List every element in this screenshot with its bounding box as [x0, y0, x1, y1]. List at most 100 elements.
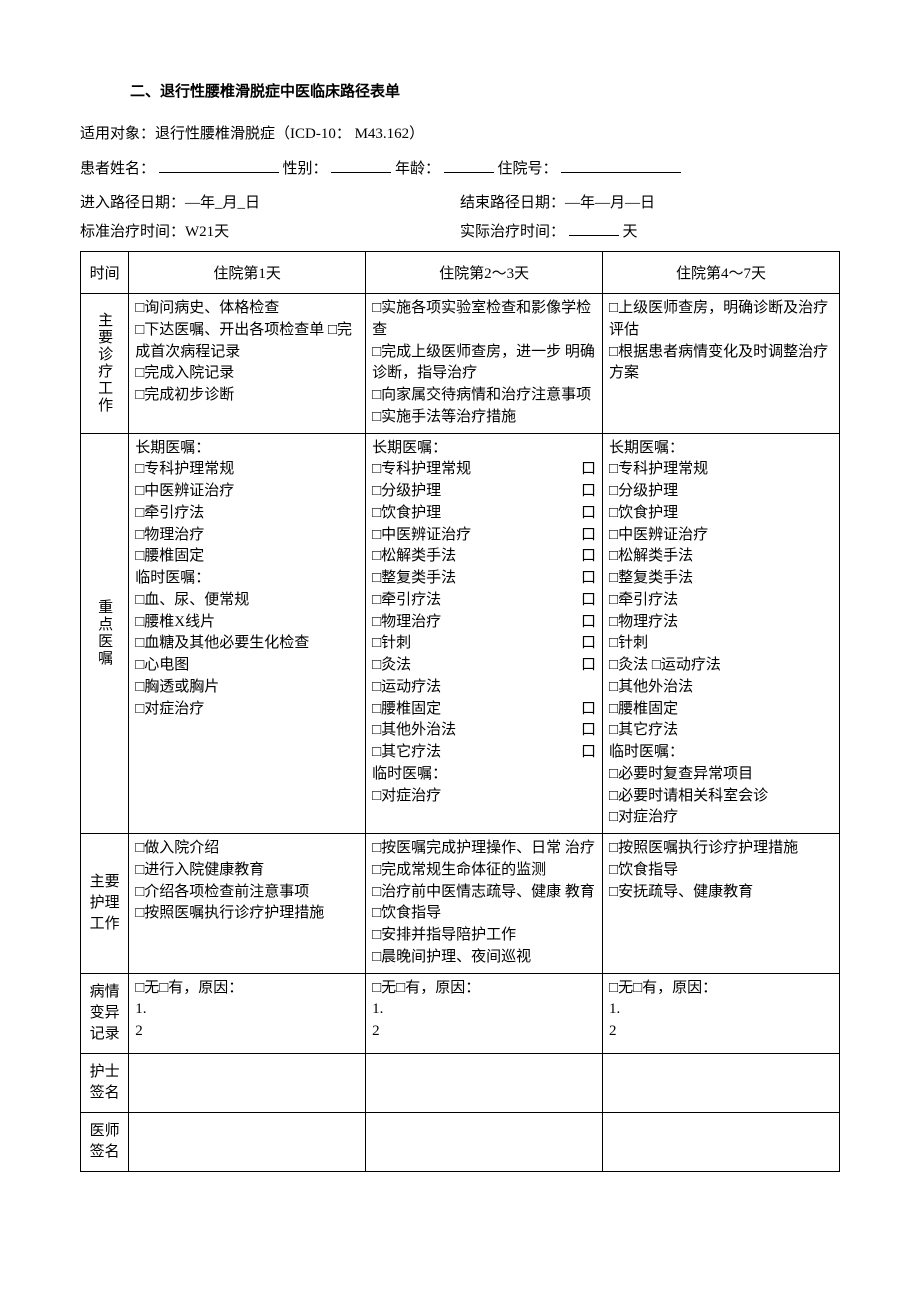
checklist-item: □向家属交待病情和治疗注意事项: [372, 385, 596, 407]
checklist-item: □中医辨证治疗口: [372, 525, 596, 547]
nursing-label: 主要 护理 工作: [81, 834, 129, 974]
checklist-item: □下达医嘱、开出各项检查单 □完成首次病程记录: [135, 320, 359, 364]
nursing-day1: □做入院介绍□进行入院健康教育□介绍各项检查前注意事项□按照医嘱执行诊疗护理措施: [129, 834, 366, 974]
key-orders-day1: 长期医嘱：□专科护理常规□中医辨证治疗□牵引疗法□物理治疗□腰椎固定临时医嘱：□…: [129, 433, 366, 834]
checklist-item: □分级护理: [609, 481, 833, 503]
sex-blank[interactable]: [331, 172, 391, 173]
checklist-item: □上级医师查房，明确诊断及治疗评估: [609, 298, 833, 342]
checklist-item: □对症治疗: [135, 699, 359, 721]
checklist-item: □心电图: [135, 655, 359, 677]
nurse-sig-day2[interactable]: [366, 1053, 603, 1112]
variance-day3[interactable]: □无□有，原因： 1. 2: [603, 973, 840, 1053]
main-work-day2: □实施各项实验室检查和影像学检查□完成上级医师查房，进一步 明确诊断，指导治疗□…: [366, 294, 603, 434]
key-orders-day2: 长期医嘱：□专科护理常规口□分级护理口□饮食护理口□中医辨证治疗口□松解类手法口…: [366, 433, 603, 834]
applicability-line: 适用对象：退行性腰椎滑脱症（ICD-10： M43.162）: [80, 121, 840, 148]
checklist-item: □腰椎固定: [609, 699, 833, 721]
doctor-sig-day3[interactable]: [603, 1112, 840, 1171]
checklist-item: □饮食护理: [609, 503, 833, 525]
pathway-table: 时间 住院第1天 住院第2〜3天 住院第4〜7天 主要诊疗工作 □询问病史、体格…: [80, 251, 840, 1172]
main-work-day1: □询问病史、体格检查□下达医嘱、开出各项检查单 □完成首次病程记录□完成入院记录…: [129, 294, 366, 434]
checklist-item: □专科护理常规: [135, 459, 359, 481]
checklist-item: □专科护理常规: [609, 459, 833, 481]
checklist-item: □牵引疗法: [135, 503, 359, 525]
checklist-item: □治疗前中医情志疏导、健康 教育: [372, 882, 596, 904]
checklist-item: □按医嘱完成护理操作、日常 治疗: [372, 838, 596, 860]
checklist-item: □物理治疗口: [372, 612, 596, 634]
variance-line1: 1.: [135, 999, 359, 1021]
checklist-item: 长期医嘱：: [135, 438, 359, 460]
nurse-sig-label: 护士 签名: [81, 1053, 129, 1112]
checklist-item: □实施手法等治疗措施: [372, 407, 596, 429]
checklist-item: □进行入院健康教育: [135, 860, 359, 882]
checklist-item: □完成常规生命体征的监测: [372, 860, 596, 882]
checklist-item: □饮食指导: [609, 860, 833, 882]
checklist-item: □针刺: [609, 633, 833, 655]
checklist-item: □其它疗法: [609, 720, 833, 742]
actual-blank[interactable]: [569, 235, 619, 236]
checklist-item: □询问病史、体格检查: [135, 298, 359, 320]
checklist-item: □完成初步诊断: [135, 385, 359, 407]
checklist-item: 临时医嘱：: [609, 742, 833, 764]
main-work-label: 主要诊疗工作: [81, 294, 129, 434]
variance-text: □无□有，原因：: [609, 978, 833, 1000]
checklist-item: □物理治疗: [135, 525, 359, 547]
age-blank[interactable]: [444, 172, 494, 173]
nursing-day3: □按照医嘱执行诊疗护理措施□饮食指导□安抚疏导、健康教育: [603, 834, 840, 974]
doctor-sig-day2[interactable]: [366, 1112, 603, 1171]
checklist-item: □物理疗法: [609, 612, 833, 634]
checklist-item: □针刺口: [372, 633, 596, 655]
checklist-item: □胸透或胸片: [135, 677, 359, 699]
checklist-item: □安排并指导陪护工作: [372, 925, 596, 947]
checklist-item: □整复类手法口: [372, 568, 596, 590]
checklist-item: □其他外治法口: [372, 720, 596, 742]
checklist-item: □专科护理常规口: [372, 459, 596, 481]
key-orders-label: 重点医嘱: [81, 433, 129, 834]
nurse-sig-day1[interactable]: [129, 1053, 366, 1112]
variance-row: 病情 变异 记录 □无□有，原因： 1. 2 □无□有，原因： 1. 2 □无□…: [81, 973, 840, 1053]
checklist-item: □按照医嘱执行诊疗护理措施: [609, 838, 833, 860]
patient-info-line: 患者姓名： 性别： 年龄： 住院号：: [80, 156, 840, 183]
enter-date: 进入路径日期：—年_月_日: [80, 191, 460, 212]
checklist-item: □灸法口: [372, 655, 596, 677]
checklist-item: □腰椎固定口: [372, 699, 596, 721]
actual-duration: 实际治疗时间： 天: [460, 220, 840, 241]
checklist-item: □中医辨证治疗: [609, 525, 833, 547]
checklist-item: □整复类手法: [609, 568, 833, 590]
header-day1: 住院第1天: [129, 252, 366, 294]
doctor-sig-day1[interactable]: [129, 1112, 366, 1171]
variance-text: □无□有，原因：: [372, 978, 596, 1000]
checklist-item: □必要时请相关科室会诊: [609, 786, 833, 808]
checklist-item: □中医辨证治疗: [135, 481, 359, 503]
nurse-sig-day3[interactable]: [603, 1053, 840, 1112]
checklist-item: □运动疗法: [372, 677, 596, 699]
checklist-item: 长期医嘱：: [609, 438, 833, 460]
checklist-item: 长期医嘱：: [372, 438, 596, 460]
checklist-item: □腰椎固定: [135, 546, 359, 568]
header-day2: 住院第2〜3天: [366, 252, 603, 294]
checklist-item: □分级护理口: [372, 481, 596, 503]
variance-line2: 2: [372, 1021, 596, 1043]
nursing-row: 主要 护理 工作 □做入院介绍□进行入院健康教育□介绍各项检查前注意事项□按照医…: [81, 834, 840, 974]
doctor-sig-row: 医师 签名: [81, 1112, 840, 1171]
duration-row: 标准治疗时间：W21天 实际治疗时间： 天: [80, 220, 840, 241]
actual-prefix: 实际治疗时间：: [460, 224, 565, 240]
name-blank[interactable]: [159, 172, 279, 173]
checklist-item: □必要时复查异常项目: [609, 764, 833, 786]
std-duration: 标准治疗时间：W21天: [80, 220, 460, 241]
variance-line2: 2: [609, 1021, 833, 1043]
table-header-row: 时间 住院第1天 住院第2〜3天 住院第4〜7天: [81, 252, 840, 294]
name-label: 患者姓名：: [80, 161, 155, 177]
checklist-item: □根据患者病情变化及时调整治疗方案: [609, 342, 833, 386]
main-work-row: 主要诊疗工作 □询问病史、体格检查□下达医嘱、开出各项检查单 □完成首次病程记录…: [81, 294, 840, 434]
key-orders-day3: 长期医嘱：□专科护理常规□分级护理□饮食护理□中医辨证治疗□松解类手法□整复类手…: [603, 433, 840, 834]
checklist-item: 临时医嘱：: [372, 764, 596, 786]
age-label: 年龄：: [395, 161, 440, 177]
variance-day2[interactable]: □无□有，原因： 1. 2: [366, 973, 603, 1053]
checklist-item: □介绍各项检查前注意事项: [135, 882, 359, 904]
checklist-item: □其他外治法: [609, 677, 833, 699]
checklist-item: □腰椎X线片: [135, 612, 359, 634]
checklist-item: □实施各项实验室检查和影像学检查: [372, 298, 596, 342]
admission-blank[interactable]: [561, 172, 681, 173]
variance-day1[interactable]: □无□有，原因： 1. 2: [129, 973, 366, 1053]
checklist-item: □完成入院记录: [135, 363, 359, 385]
